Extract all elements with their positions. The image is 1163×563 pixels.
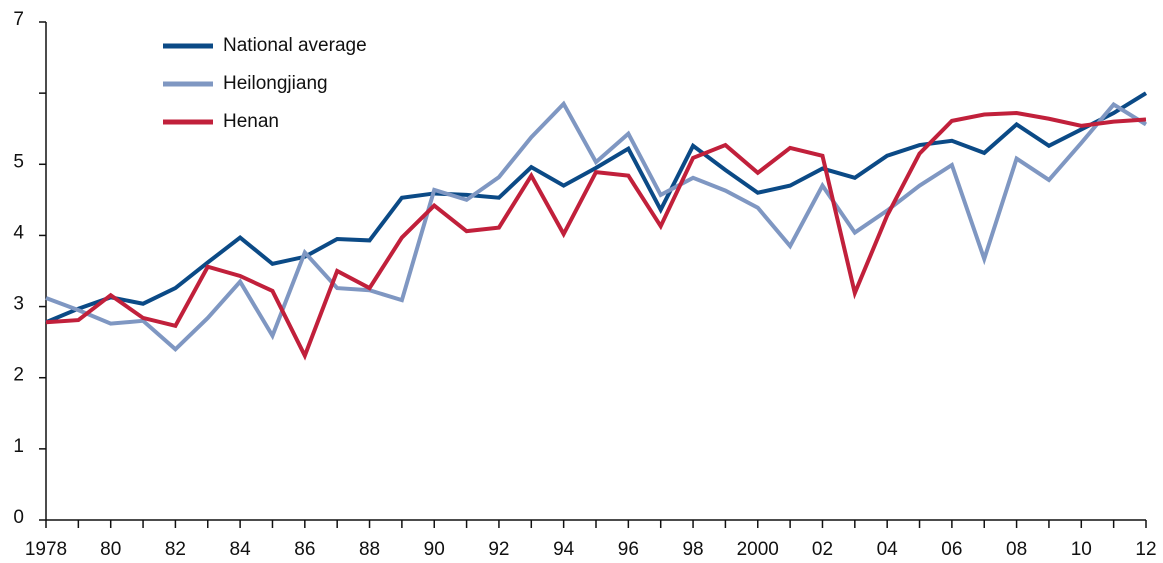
series-line [45, 91, 1148, 325]
series-line [45, 100, 1148, 352]
y-tick-label: 1 [13, 436, 24, 457]
x-tick-label: 86 [294, 539, 315, 560]
x-tick-label: 2000 [737, 539, 779, 560]
y-tick-label: 0 [13, 507, 24, 528]
x-tick-label: 90 [424, 539, 445, 560]
x-tick-label: 08 [1006, 539, 1027, 560]
x-tick-label: 88 [359, 539, 380, 560]
x-tick-label: 80 [100, 539, 121, 560]
x-tick-label: 84 [230, 539, 252, 560]
y-tick-label: 5 [13, 151, 24, 172]
x-tick-label: 06 [941, 539, 962, 560]
y-tick-label: 2 [13, 365, 24, 386]
x-tick-label: 92 [488, 539, 509, 560]
x-tick-label: 10 [1071, 539, 1092, 560]
x-tick-label: 96 [618, 539, 639, 560]
legend-label: National average [223, 35, 367, 56]
y-tick-label: 3 [13, 294, 24, 315]
x-tick-label: 1978 [25, 539, 67, 560]
x-tick-label: 12 [1135, 539, 1156, 560]
y-tick-label: 4 [13, 222, 24, 243]
x-tick-label: 02 [812, 539, 833, 560]
legend-label: Heilongjiang [223, 73, 328, 94]
x-tick-label: 94 [553, 539, 575, 560]
legend-label: Henan [223, 111, 279, 132]
x-tick-label: 82 [165, 539, 186, 560]
x-tick-label: 98 [682, 539, 703, 560]
y-tick-label: 7 [13, 9, 24, 30]
x-tick-label: 04 [877, 539, 899, 560]
series-line [45, 111, 1147, 361]
